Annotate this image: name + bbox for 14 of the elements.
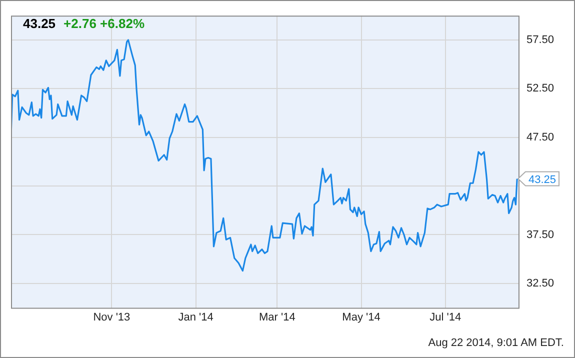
y-tick-label: 47.50 — [526, 131, 554, 144]
x-tick-label: Nov '13 — [93, 311, 130, 324]
x-tick-label: Jul '14 — [430, 311, 462, 324]
x-tick-label: Mar '14 — [258, 311, 296, 324]
x-tick-label: Jan '14 — [178, 311, 214, 324]
chart-title: 43.25 — [23, 16, 56, 31]
y-tick-label: 52.50 — [526, 82, 554, 95]
x-tick-label: May '14 — [342, 311, 380, 324]
chart-subtitle: +2.76 +6.82% — [64, 16, 145, 31]
y-tick-label: 57.50 — [526, 34, 554, 46]
annotation: 43.25 — [528, 174, 556, 186]
y-tick-label: 37.50 — [526, 228, 554, 241]
text: Aug 22 2014, 9:01 AM EDT. — [428, 337, 564, 349]
y-tick-label: 32.50 — [526, 277, 554, 290]
